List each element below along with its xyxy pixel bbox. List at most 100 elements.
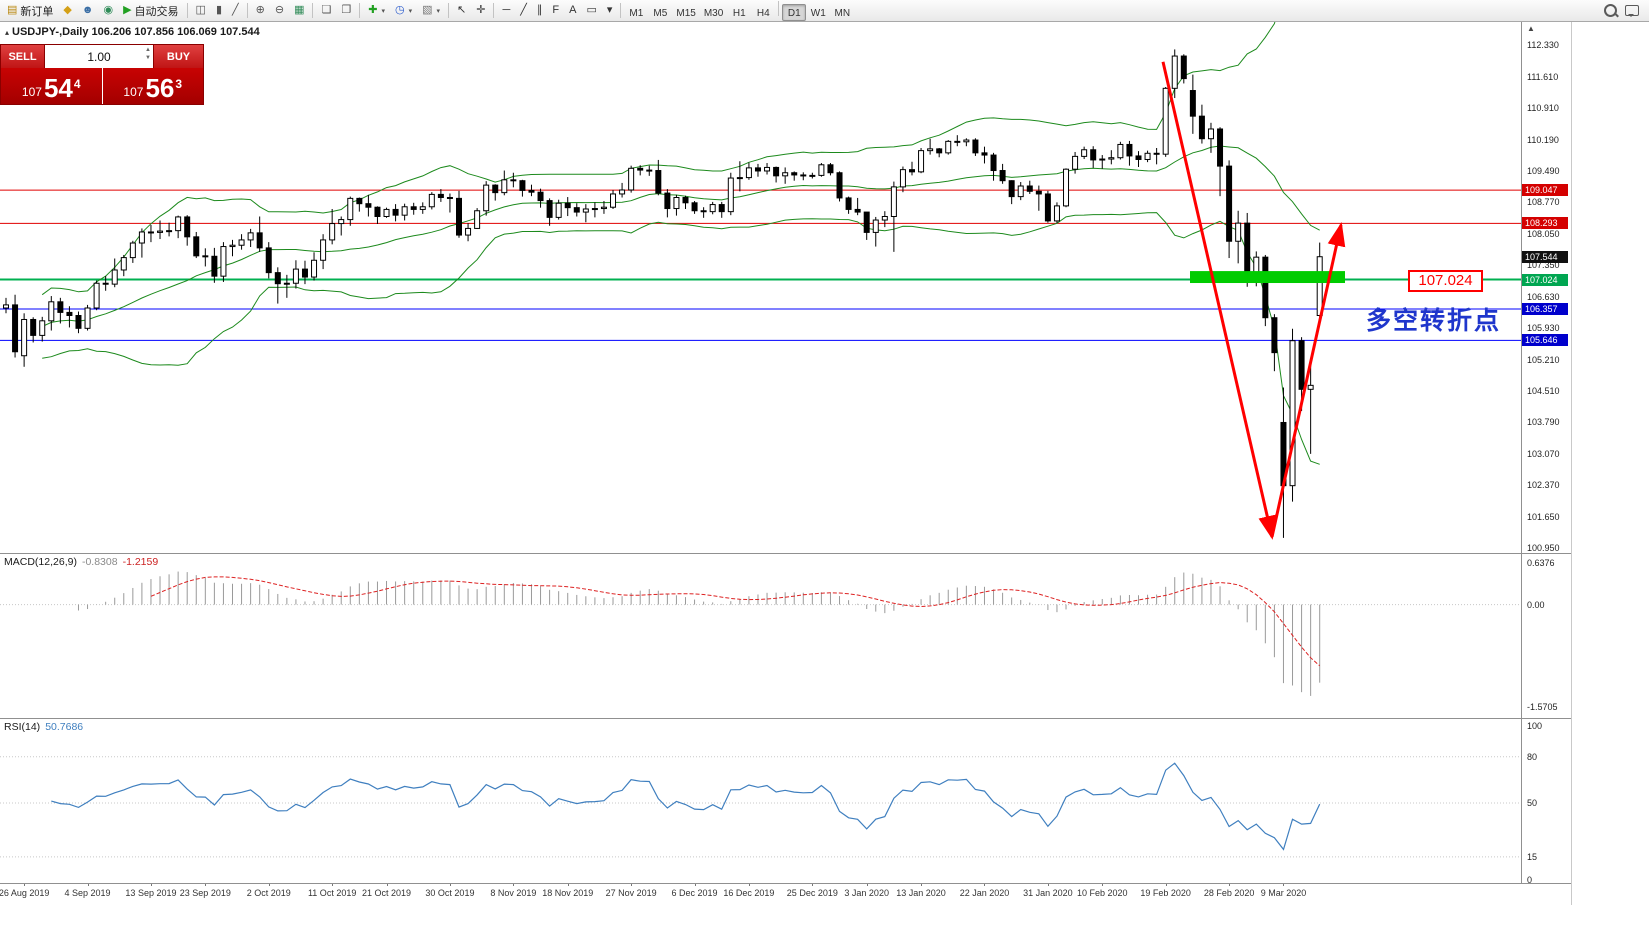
timeframe-h1[interactable]: H1 <box>727 4 751 21</box>
candlestick-type-icon: ▮ <box>215 4 222 16</box>
candle <box>782 172 789 177</box>
auto-trading-button[interactable]: ▶ 自动交易 <box>118 2 183 20</box>
candle <box>963 139 970 143</box>
navigator-button[interactable]: ☻ <box>77 2 99 20</box>
date-tick <box>748 883 750 886</box>
bar-chart-type-button[interactable]: ◫ <box>191 2 211 20</box>
channel-button[interactable]: ∥ <box>532 2 548 20</box>
label-button[interactable]: ▭ <box>581 2 601 20</box>
candle <box>238 239 245 246</box>
date-tick <box>386 883 388 886</box>
candle <box>175 216 182 232</box>
candle <box>75 315 82 329</box>
rsi-divider[interactable] <box>0 718 1572 719</box>
grid-button[interactable]: ▦ <box>289 2 309 20</box>
candle <box>21 318 28 357</box>
spin-up-icon[interactable]: ▲ <box>145 47 151 53</box>
candle <box>1135 155 1142 160</box>
search-icon[interactable] <box>1604 4 1617 17</box>
rsi-panel-canvas[interactable] <box>0 718 1521 883</box>
spin-down-icon[interactable]: ▼ <box>145 55 151 62</box>
volume-input[interactable]: 1.00 ▲ ▼ <box>45 45 153 68</box>
timeframe-d1[interactable]: D1 <box>782 3 807 21</box>
candle <box>1262 256 1269 319</box>
candle <box>12 304 19 353</box>
charts-button[interactable]: ◆ <box>58 2 76 20</box>
trendline-button[interactable]: ╱ <box>515 2 532 20</box>
buy-button[interactable]: BUY <box>153 45 203 68</box>
templates-button[interactable]: ▧ ▾ <box>417 2 445 20</box>
fibonacci-button[interactable]: F <box>547 2 564 20</box>
candle <box>945 140 952 154</box>
date-axis[interactable]: 26 Aug 2019 4 Sep 2019 13 Sep 2019 23 Sep 2… <box>0 883 1572 905</box>
timeframe-m1[interactable]: M1 <box>624 4 648 21</box>
chart-scroll-icon[interactable]: ▲ <box>1527 24 1535 33</box>
periods-button[interactable]: ◷ ▾ <box>390 2 417 20</box>
zoom-in-button[interactable]: ⊕ <box>251 2 270 20</box>
date-tick <box>567 883 569 886</box>
macd-panel-canvas[interactable] <box>0 553 1521 718</box>
window-edge <box>1571 22 1572 905</box>
buy-price[interactable]: 107 56 3 <box>103 68 204 104</box>
crosshair-button[interactable]: ✛ <box>471 2 490 20</box>
timeframe-m30[interactable]: M30 <box>700 4 727 21</box>
rsi-scale-label: 0 <box>1527 875 1533 885</box>
candle <box>1217 128 1224 167</box>
rsi-scale-label: 15 <box>1527 851 1538 862</box>
price-callout-box[interactable]: 107.024 <box>1408 270 1483 292</box>
price-scale-label: 102.370 <box>1527 480 1560 491</box>
templates-icon: ▧ <box>422 4 433 16</box>
candlestick-type-button[interactable]: ▮ <box>211 2 227 20</box>
crosshair-icon: ✛ <box>476 4 486 16</box>
candle <box>972 139 979 154</box>
line-chart-type-button[interactable]: ╱ <box>227 2 244 20</box>
horizontal-line-icon: ─ <box>502 4 511 16</box>
trend-arrow-up[interactable] <box>1270 221 1346 538</box>
text-button[interactable]: A <box>564 2 581 20</box>
indicators-button[interactable]: ✚ ▾ <box>363 2 390 20</box>
bollinger-upper-band <box>41 22 1276 296</box>
toolbar-separator <box>620 3 622 18</box>
price-tag: 106.357 <box>1522 303 1568 315</box>
timeframe-w1[interactable]: W1 <box>806 4 830 21</box>
candle <box>1072 155 1079 170</box>
cursor-button[interactable]: ↖ <box>452 2 471 20</box>
sell-price[interactable]: 107 54 4 <box>1 68 103 104</box>
price-scale[interactable]: 112.330 111.610 110.910 110.190 109.490 108.7… <box>1522 22 1572 553</box>
horizontal-line-button[interactable]: ─ <box>497 2 515 20</box>
timeframe-m5[interactable]: M5 <box>648 4 672 21</box>
price-tag: 107.024 <box>1522 273 1568 286</box>
chat-icon[interactable] <box>1625 5 1639 17</box>
sell-button[interactable]: SELL <box>1 45 45 68</box>
sell-price-base: 107 <box>21 85 42 99</box>
macd-divider[interactable] <box>0 553 1572 554</box>
chevron-down-icon: ▾ <box>436 7 440 15</box>
candle <box>292 268 299 284</box>
date-label: 19 Feb 2020 <box>1140 888 1191 898</box>
candle <box>709 204 716 213</box>
toolbar-separator <box>186 3 188 18</box>
date-tick <box>812 883 814 886</box>
candle <box>446 196 453 199</box>
macd-signal-value: -1.2159 <box>122 556 159 568</box>
date-label: 28 Feb 2020 <box>1203 888 1255 898</box>
timeframe-h4[interactable]: H4 <box>751 4 775 21</box>
timeframe-m15[interactable]: M15 <box>672 4 699 21</box>
trend-arrow-down[interactable] <box>1161 61 1277 540</box>
zoom-out-button[interactable]: ⊖ <box>270 2 289 20</box>
market-watch-button[interactable]: ◉ <box>98 2 118 20</box>
tile-windows-button[interactable]: ❏ <box>316 2 336 20</box>
cascade-windows-button[interactable]: ❐ <box>336 2 356 20</box>
turning-point-label[interactable]: 多空转折点 <box>1366 301 1501 337</box>
volume-spinner[interactable]: ▲ ▼ <box>145 46 151 63</box>
new-order-button[interactable]: ▤ 新订单 <box>2 2 58 20</box>
price-scale-label: 107.350 <box>1527 260 1560 271</box>
support-zone-rectangle[interactable] <box>1190 271 1345 284</box>
timeframe-mn[interactable]: MN <box>830 4 854 21</box>
candle <box>700 210 707 213</box>
shapes-button[interactable]: ▾ <box>602 2 618 20</box>
market-watch-icon: ◉ <box>103 4 114 16</box>
chevron-down-icon: ▾ <box>408 7 413 15</box>
candle <box>347 197 354 221</box>
main-chart-canvas[interactable] <box>0 22 1521 553</box>
